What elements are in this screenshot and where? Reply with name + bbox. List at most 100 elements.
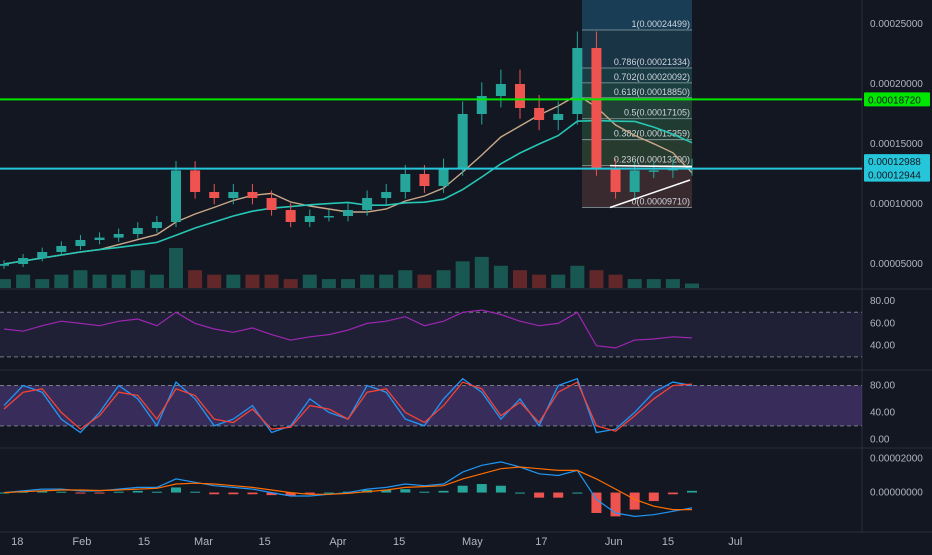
price-tag-1 bbox=[864, 154, 930, 169]
volume-bar bbox=[321, 279, 336, 288]
candle-body bbox=[94, 237, 105, 240]
macd-histogram-bar bbox=[457, 485, 468, 493]
volume-bar bbox=[341, 279, 355, 288]
time-axis-label-1: Feb bbox=[72, 536, 91, 548]
candle-body bbox=[419, 174, 430, 186]
stoch-axis-label-0: 80.00 bbox=[870, 380, 895, 391]
fib-label-5: 0.382(0.00015359) bbox=[614, 129, 690, 139]
macd-histogram-bar bbox=[687, 490, 697, 493]
fib-zone-4 bbox=[582, 118, 692, 140]
time-axis-label-11: Jul bbox=[728, 536, 742, 548]
candle-body bbox=[534, 108, 545, 120]
candle-body bbox=[151, 222, 162, 228]
candle-body bbox=[113, 234, 124, 238]
volume-bar bbox=[455, 261, 470, 288]
rsi-axis-label-0: 80.00 bbox=[870, 296, 895, 307]
macd-histogram-bar bbox=[572, 492, 583, 494]
macd-histogram-bar bbox=[304, 492, 315, 495]
stoch-d-line bbox=[3, 381, 693, 432]
volume-bar bbox=[35, 279, 50, 288]
volume-bar bbox=[92, 274, 107, 288]
volume-bar bbox=[149, 274, 164, 288]
macd-histogram-bar bbox=[56, 491, 67, 493]
volume-bar bbox=[264, 274, 279, 288]
stoch-axis-label-1: 40.00 bbox=[870, 407, 895, 418]
candle-body bbox=[515, 84, 525, 108]
macd-histogram-bar bbox=[75, 492, 86, 494]
volume-bar bbox=[398, 270, 413, 288]
price-axis-label-2: 0.00015000 bbox=[870, 139, 923, 150]
macd-histogram-bar bbox=[667, 492, 678, 495]
macd-histogram-bar bbox=[610, 492, 621, 517]
candle-body bbox=[247, 192, 258, 198]
volume-bar bbox=[436, 270, 451, 288]
time-axis-label-10: 15 bbox=[662, 536, 674, 548]
stoch-axis-label-2: 0.00 bbox=[870, 434, 890, 445]
time-axis-label-4: 15 bbox=[259, 536, 271, 548]
macd-histogram-bar bbox=[323, 492, 334, 494]
macd-histogram-bar bbox=[266, 492, 277, 496]
price-axis-label-1: 0.00020000 bbox=[870, 79, 923, 90]
volume-bar bbox=[245, 274, 260, 288]
volume-bar bbox=[188, 270, 203, 288]
volume-bar bbox=[54, 274, 69, 288]
volume-bar bbox=[16, 274, 31, 288]
candle-body bbox=[18, 258, 29, 264]
fib-label-0: 1(0.00024499) bbox=[631, 19, 690, 29]
time-axis-label-3: Mar bbox=[194, 536, 213, 548]
macd-histogram-bar bbox=[495, 485, 506, 493]
candle-body bbox=[228, 192, 239, 198]
macd-histogram-bar bbox=[419, 491, 430, 493]
volume-bar bbox=[111, 274, 126, 288]
volume-bar bbox=[685, 283, 699, 288]
volume-bar bbox=[283, 279, 298, 288]
volume-bar bbox=[360, 274, 375, 288]
time-axis-label-7: May bbox=[462, 536, 483, 548]
fib-zone-2 bbox=[582, 82, 692, 98]
macd-histogram-bar bbox=[534, 492, 545, 498]
macd-histogram-bar bbox=[476, 484, 487, 493]
candle-body bbox=[209, 192, 220, 198]
trendline-support[interactable] bbox=[609, 179, 691, 209]
price-tag-label-1: 0.00012988 bbox=[868, 157, 921, 168]
volume-bar bbox=[493, 265, 508, 288]
macd-axis-label-0: 0.00002000 bbox=[870, 454, 923, 465]
trendline-resistance[interactable] bbox=[609, 164, 693, 168]
price-axis-label-3: 0.00010000 bbox=[870, 199, 923, 210]
macd-histogram-bar bbox=[228, 492, 239, 495]
time-axis-label-6: 15 bbox=[393, 536, 405, 548]
macd-histogram-bar bbox=[400, 489, 411, 493]
volume-bar bbox=[130, 270, 145, 288]
price-tag-label-0: 0.00018720 bbox=[868, 95, 921, 106]
rsi-line bbox=[3, 309, 693, 349]
time-axis-label-2: 15 bbox=[138, 536, 150, 548]
macd-histogram-bar bbox=[591, 492, 602, 513]
fib-zone-3 bbox=[582, 97, 692, 119]
price-tag-label-2: 0.00012944 bbox=[868, 171, 921, 182]
volume-bar bbox=[513, 270, 527, 288]
volume-bar bbox=[207, 274, 222, 288]
candle-body bbox=[75, 240, 86, 246]
stoch-band bbox=[0, 385, 862, 426]
candle-body bbox=[362, 198, 373, 210]
candle-body bbox=[343, 210, 353, 216]
time-axis-label-5: Apr bbox=[329, 536, 346, 548]
candle-body bbox=[629, 170, 640, 192]
time-axis-label-8: 17 bbox=[535, 536, 547, 548]
macd-histogram-bar bbox=[247, 492, 258, 495]
fib-label-7: 0(0.00009710) bbox=[631, 196, 690, 206]
candle-body bbox=[495, 84, 506, 96]
price-tag-0 bbox=[864, 92, 930, 107]
volume-bar bbox=[665, 279, 680, 288]
candle-body bbox=[457, 114, 468, 168]
rsi-axis-label-1: 60.00 bbox=[870, 318, 895, 329]
volume-bar bbox=[608, 274, 623, 288]
candle-body bbox=[323, 216, 334, 218]
fib-zone-top bbox=[582, 0, 692, 31]
volume-bar bbox=[417, 274, 432, 288]
candle-body bbox=[56, 246, 67, 252]
volume-bar bbox=[589, 270, 604, 288]
macd-histogram-bar bbox=[553, 492, 564, 498]
